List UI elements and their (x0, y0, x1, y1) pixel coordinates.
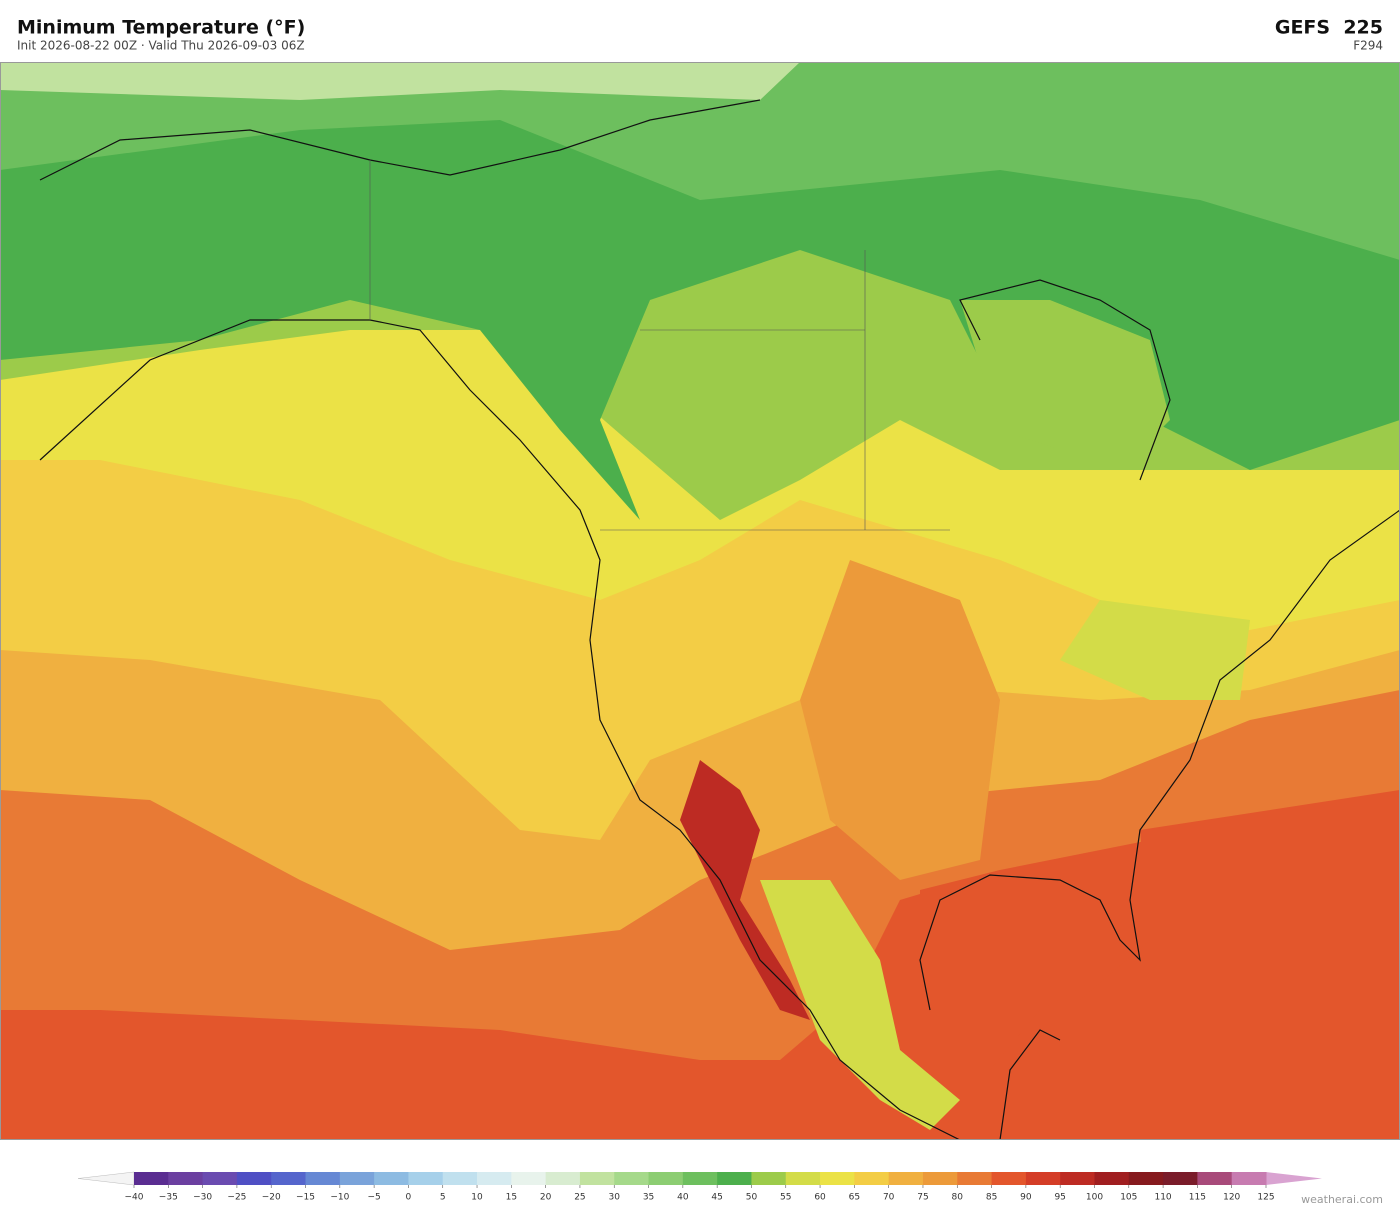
colorbar-swatch (236, 1172, 272, 1185)
colorbar-tick-label: −10 (330, 1193, 349, 1203)
colorbar-swatch (957, 1172, 993, 1185)
colorbar-tick-label: −35 (159, 1193, 178, 1203)
colorbar-swatch (854, 1172, 890, 1185)
colorbar-tick-label: 100 (1086, 1193, 1103, 1203)
map (0, 62, 1400, 1140)
colorbar-swatch (1163, 1172, 1198, 1185)
colorbar-swatch (991, 1172, 1027, 1185)
colorbar-tick-label: −15 (296, 1193, 315, 1203)
colorbar-swatch (614, 1172, 650, 1185)
colorbar-swatch (648, 1172, 684, 1185)
colorbar-tick-label: −20 (262, 1193, 281, 1203)
colorbar-tick-label: 25 (574, 1193, 585, 1203)
colorbar-swatch (820, 1172, 855, 1185)
colorbar-swatch (1025, 1172, 1061, 1185)
colorbar-swatch (922, 1172, 958, 1185)
colorbar-swatch (511, 1172, 547, 1185)
colorbar-tick-label: 85 (986, 1193, 997, 1203)
colorbar-over (1266, 1172, 1322, 1185)
colorbar-swatch (477, 1172, 512, 1185)
colorbar-tick-label: 80 (952, 1193, 964, 1203)
colorbar-swatch (579, 1172, 615, 1185)
colorbar-tick-label: 125 (1257, 1193, 1274, 1203)
colorbar-swatch (168, 1172, 204, 1185)
colorbar-tick-label: 90 (1020, 1193, 1032, 1203)
colorbar-swatch (717, 1172, 752, 1185)
colorbar-tick-label: 50 (746, 1193, 758, 1203)
colorbar-tick-label: −25 (227, 1193, 246, 1203)
colorbar-tick-label: 110 (1154, 1193, 1171, 1203)
colorbar-swatch (751, 1172, 787, 1185)
colorbar-swatch (888, 1172, 924, 1185)
colorbar-tick-label: 0 (406, 1193, 412, 1203)
colorbar-swatch (1060, 1172, 1095, 1185)
subtitle: Init 2026-08-22 00Z · Valid Thu 2026-09-… (17, 39, 305, 53)
colorbar-tick-label: 35 (643, 1193, 654, 1203)
colorbar-tick-label: 40 (677, 1193, 689, 1203)
colorbar-under (77, 1171, 135, 1186)
colorbar-swatch (1231, 1172, 1267, 1185)
colorbar-swatch (339, 1172, 375, 1185)
colorbar-tick-label: 15 (506, 1193, 517, 1203)
colorbar-tick-label: 45 (711, 1193, 722, 1203)
colorbar-tick-label: 70 (883, 1193, 895, 1203)
colorbar-swatch (271, 1172, 307, 1185)
colorbar-swatch (785, 1172, 821, 1185)
colorbar-tick-label: 75 (917, 1193, 928, 1203)
colorbar-swatch (682, 1172, 718, 1185)
colorbar-tick-label: 95 (1054, 1193, 1065, 1203)
colorbar-swatch (134, 1172, 169, 1185)
colorbar-swatch (442, 1172, 478, 1185)
colorbar-swatch (408, 1172, 444, 1185)
watermark: weatherai.com (1301, 1193, 1383, 1206)
colorbar-tick-label: 120 (1223, 1193, 1240, 1203)
colorbar-tick-label: 115 (1189, 1193, 1206, 1203)
colorbar-tick-label: 5 (440, 1193, 446, 1203)
forecast-hour: F294 (1353, 39, 1383, 53)
colorbar-tick-label: 65 (849, 1193, 860, 1203)
colorbar-tick-label: −30 (193, 1193, 212, 1203)
colorbar-swatch (1094, 1172, 1130, 1185)
colorbar-tick-label: 30 (609, 1193, 621, 1203)
colorbar-tick-label: −5 (367, 1193, 380, 1203)
colorbar-tick-label: 60 (814, 1193, 826, 1203)
colorbar-tick-label: 10 (471, 1193, 483, 1203)
colorbar-swatch (202, 1172, 238, 1185)
colorbar-swatch (545, 1172, 581, 1185)
colorbar-swatch (374, 1172, 409, 1185)
colorbar-tick-label: 105 (1120, 1193, 1137, 1203)
colorbar-swatch (1128, 1172, 1164, 1185)
colorbar-tick-label: 55 (780, 1193, 791, 1203)
model: GEFS 225 (1275, 17, 1383, 39)
colorbar: −40 −35 −30 −25 −20 −15 −10 −5 0 5 10 15 20 25 30 35 40 4… (77, 1171, 1322, 1203)
colorbar-tick-label: −40 (125, 1193, 144, 1203)
title: Minimum Temperature (°F) (17, 17, 305, 39)
colorbar-swatch (1197, 1172, 1233, 1185)
colorbar-tick-label: 20 (540, 1193, 552, 1203)
colorbar-swatch (305, 1172, 341, 1185)
